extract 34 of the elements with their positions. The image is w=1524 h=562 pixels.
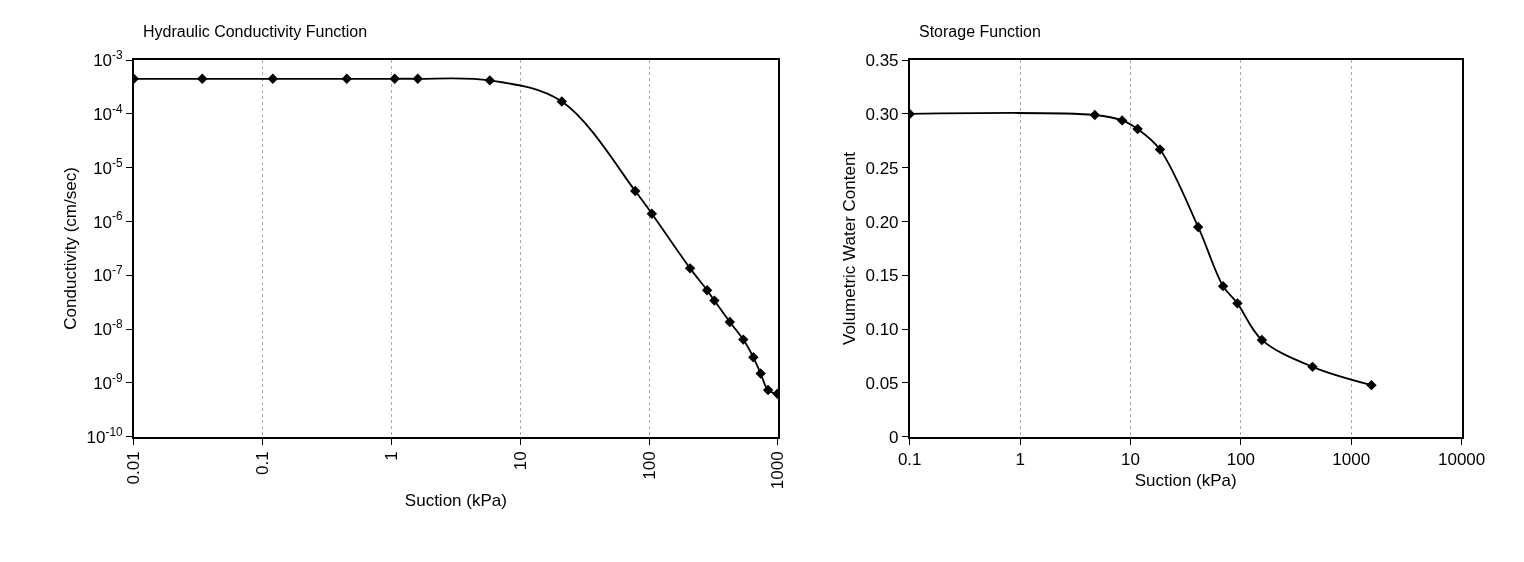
y-tick-label: 10$^{-10}$	[86, 424, 124, 447]
x-axis-title: Suction (kPa)	[1134, 470, 1237, 490]
y-axis-title: Conductivity (cm/sec)	[60, 167, 80, 330]
y-tick-label: 10$^{-5}$	[93, 155, 124, 178]
y-tick-label: 0.05	[865, 373, 899, 393]
y-tick-label: 0.15	[865, 266, 899, 286]
x-tick-label: 1	[1015, 449, 1025, 469]
y-tick-label: 0.25	[865, 158, 899, 178]
y-tick-label: 0.10	[865, 320, 899, 340]
x-tick-label: 10	[510, 451, 530, 471]
y-tick-label: 0	[889, 427, 899, 447]
x-tick-label: 0.01	[124, 451, 144, 485]
x-tick-label: 1	[381, 451, 401, 461]
y-tick-label: 10$^{-3}$	[93, 47, 124, 71]
x-axis-title: Suction (kPa)	[404, 491, 507, 511]
x-tick-label: 10000	[1438, 449, 1486, 469]
x-tick-label: 0.1	[897, 449, 922, 469]
y-tick-label: 10$^{-7}$	[93, 263, 124, 286]
y-tick-label: 10$^{-4}$	[93, 101, 124, 124]
x-tick-label: 10	[1121, 449, 1140, 469]
x-tick-label: 100	[1226, 449, 1256, 469]
y-tick-label: 0.35	[865, 51, 899, 71]
x-tick-label: 1000	[768, 451, 788, 490]
chart-title: Storage Function	[919, 23, 1041, 40]
y-tick-label: 0.30	[865, 104, 899, 124]
y-tick-label: 10$^{-9}$	[93, 370, 124, 393]
x-tick-label: 100	[639, 451, 659, 480]
y-axis-title: Volumetric Water Content	[839, 151, 859, 345]
y-tick-label: 10$^{-8}$	[93, 316, 124, 340]
y-tick-label: 0.20	[865, 212, 899, 232]
x-tick-label: 0.1	[253, 451, 273, 475]
y-tick-label: 10$^{-6}$	[93, 209, 124, 232]
chart-title: Hydraulic Conductivity Function	[143, 23, 368, 40]
x-tick-label: 1000	[1332, 449, 1371, 469]
